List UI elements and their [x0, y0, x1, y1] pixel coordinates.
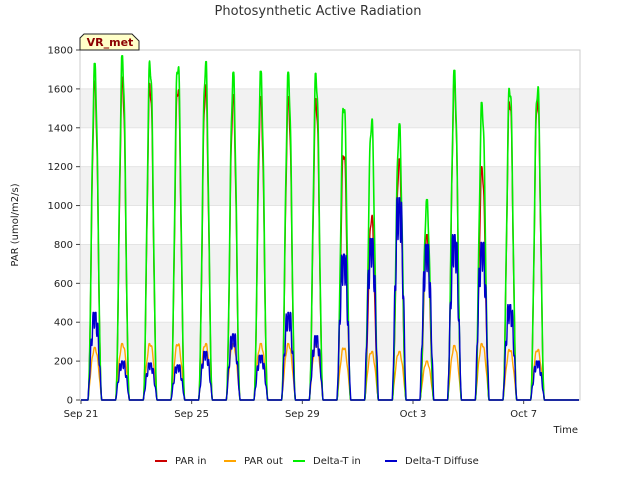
x-axis-title: Time: [553, 425, 578, 436]
chart-title: Photosynthetic Active Radiation: [215, 4, 422, 19]
series-line-delta-t-diffuse: [81, 197, 579, 401]
y-axis: 0 200 400 600 800 1000 1200 1400 1600 1800: [48, 46, 80, 407]
legend-label: Delta-T in: [313, 456, 361, 467]
y-tick-label: 600: [54, 279, 73, 290]
legend: PAR in PAR out Delta-T in Delta-T Diffuse: [155, 456, 479, 467]
y-tick-label: 1800: [48, 46, 73, 57]
series-lines: [81, 55, 579, 401]
x-tick-label: Sep 25: [174, 409, 209, 420]
x-tick-label: Sep 21: [64, 409, 99, 420]
legend-item: PAR out: [224, 456, 283, 467]
x-tick-label: Oct 3: [400, 409, 427, 420]
legend-label: Delta-T Diffuse: [405, 456, 479, 467]
y-tick-label: 200: [54, 357, 73, 368]
y-tick-label: 800: [54, 240, 73, 251]
grid-band: [80, 88, 580, 128]
y-tick-label: 0: [67, 396, 73, 407]
y-tick-label: 1000: [48, 201, 73, 212]
x-tick-label: Sep 29: [285, 409, 320, 420]
grid-band: [80, 322, 580, 362]
legend-label: PAR out: [244, 456, 283, 467]
y-tick-label: 1200: [48, 162, 73, 173]
grid-band: [80, 166, 580, 206]
grid-band: [80, 244, 580, 284]
y-tick-label: 1600: [48, 84, 73, 95]
legend-item: Delta-T Diffuse: [385, 456, 479, 467]
x-tick-label: Oct 7: [510, 409, 537, 420]
y-axis-title: PAR (umol/m2/s): [10, 183, 21, 266]
station-badge: VR_met: [79, 33, 140, 51]
legend-item: PAR in: [155, 456, 206, 467]
y-tick-label: 1400: [48, 123, 73, 134]
legend-item: Delta-T in: [293, 456, 361, 467]
legend-label: PAR in: [175, 456, 206, 467]
x-axis: Sep 21 Sep 25 Sep 29 Oct 3 Oct 7: [64, 400, 537, 420]
y-tick-label: 400: [54, 318, 73, 329]
station-badge-label: VR_met: [87, 36, 134, 49]
